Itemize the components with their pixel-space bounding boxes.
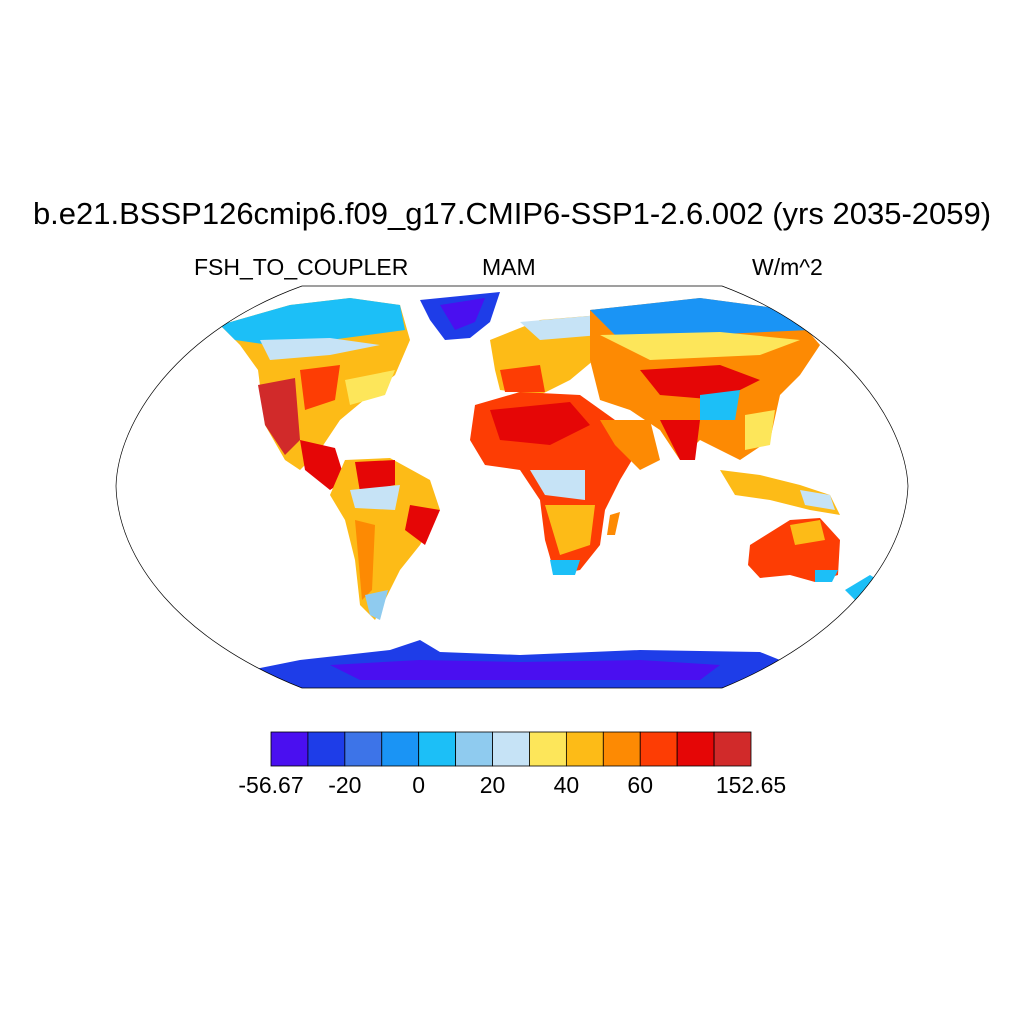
colorbar — [270, 731, 752, 767]
colorbar-swatch — [307, 731, 346, 767]
colorbar-swatch — [565, 731, 604, 767]
colorbar-swatch — [529, 731, 567, 767]
colorbar-swatch — [676, 731, 715, 767]
colorbar-swatch — [602, 731, 641, 767]
units-label: W/m^2 — [752, 254, 823, 280]
colorbar-swatch — [639, 731, 678, 767]
colorbar-swatch — [344, 731, 383, 767]
colorbar-tick-label: 152.65 — [715, 772, 787, 798]
colorbar-swatch — [713, 731, 752, 767]
map-land — [220, 292, 878, 688]
colorbar-tick-label: 20 — [479, 772, 506, 798]
colorbar-tick-label: 0 — [412, 772, 426, 798]
colorbar-labels: -56.67 -20 0 20 40 60 152.65 — [0, 772, 1024, 802]
colorbar-swatch — [418, 731, 457, 767]
colorbar-tick-label: -20 — [328, 772, 362, 798]
map-boundary — [115, 285, 909, 689]
colorbar-swatch — [270, 731, 309, 767]
colorbar-swatch — [381, 731, 420, 767]
variable-name: FSH_TO_COUPLER — [194, 254, 409, 280]
map-title: b.e21.BSSP126cmip6.f09_g17.CMIP6-SSP1-2.… — [32, 196, 992, 231]
season-label: MAM — [482, 254, 536, 280]
colorbar-tick-label: 40 — [553, 772, 580, 798]
colorbar-swatch — [455, 731, 493, 767]
colorbar-swatch — [492, 731, 530, 767]
colorbar-tick-label: -56.67 — [238, 772, 304, 798]
maritime-asia-region — [720, 470, 840, 515]
colorbar-tick-label: 60 — [627, 772, 654, 798]
